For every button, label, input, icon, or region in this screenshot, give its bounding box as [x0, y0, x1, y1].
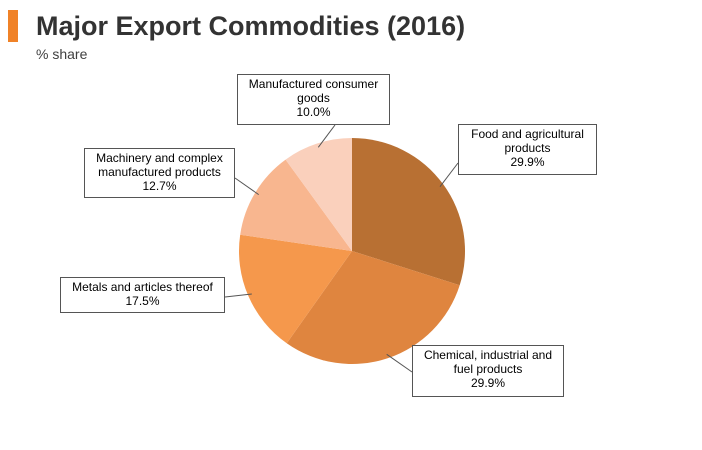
callout-consumer-line-2: goods	[297, 91, 330, 105]
callout-food-line-1: Food and agricultural	[471, 127, 584, 141]
callout-metals: Metals and articles thereof 17.5%	[60, 277, 225, 313]
pie-slice-5	[285, 138, 352, 251]
callout-machinery: Machinery and complex manufactured produ…	[84, 148, 235, 198]
leader-line-1	[439, 162, 459, 188]
pie-slice-4	[240, 159, 352, 251]
callout-machinery-value: 12.7%	[142, 179, 177, 193]
callout-machinery-line-2: manufactured products	[98, 165, 221, 179]
pie-slice-3	[239, 234, 352, 344]
leader-line-5	[317, 124, 336, 148]
callout-metals-line-1: Metals and articles thereof	[72, 280, 213, 294]
callout-chemical-value: 29.9%	[470, 376, 506, 390]
callout-metals-value: 17.5%	[125, 294, 160, 308]
callout-consumer-line-1: Manufactured consumer	[248, 77, 379, 91]
callout-chemical-line-2: fuel products	[453, 362, 523, 376]
callout-machinery-line-1: Machinery and complex	[96, 151, 223, 165]
callout-chemical-line-1: Chemical, industrial and	[423, 348, 553, 362]
callout-food-line-2: products	[504, 141, 551, 155]
chart-title: Major Export Commodities (2016)	[36, 11, 466, 41]
callout-food-value: 29.9%	[510, 155, 545, 169]
callout-consumer-value: 10.0%	[296, 105, 331, 119]
leader-line-2	[386, 353, 413, 373]
title-accent-bar	[8, 10, 18, 42]
leader-line-3	[224, 293, 252, 298]
leader-line-4	[234, 177, 259, 196]
callout-consumer: Manufactured consumer goods 10.0%	[237, 74, 390, 125]
chart-subtitle: % share	[36, 46, 88, 62]
callout-chemical: Chemical, industrial and fuel products 2…	[412, 345, 564, 397]
pie-slice-2	[286, 251, 460, 365]
callout-food: Food and agricultural products 29.9%	[458, 124, 597, 175]
pie-slice-1	[352, 138, 466, 286]
